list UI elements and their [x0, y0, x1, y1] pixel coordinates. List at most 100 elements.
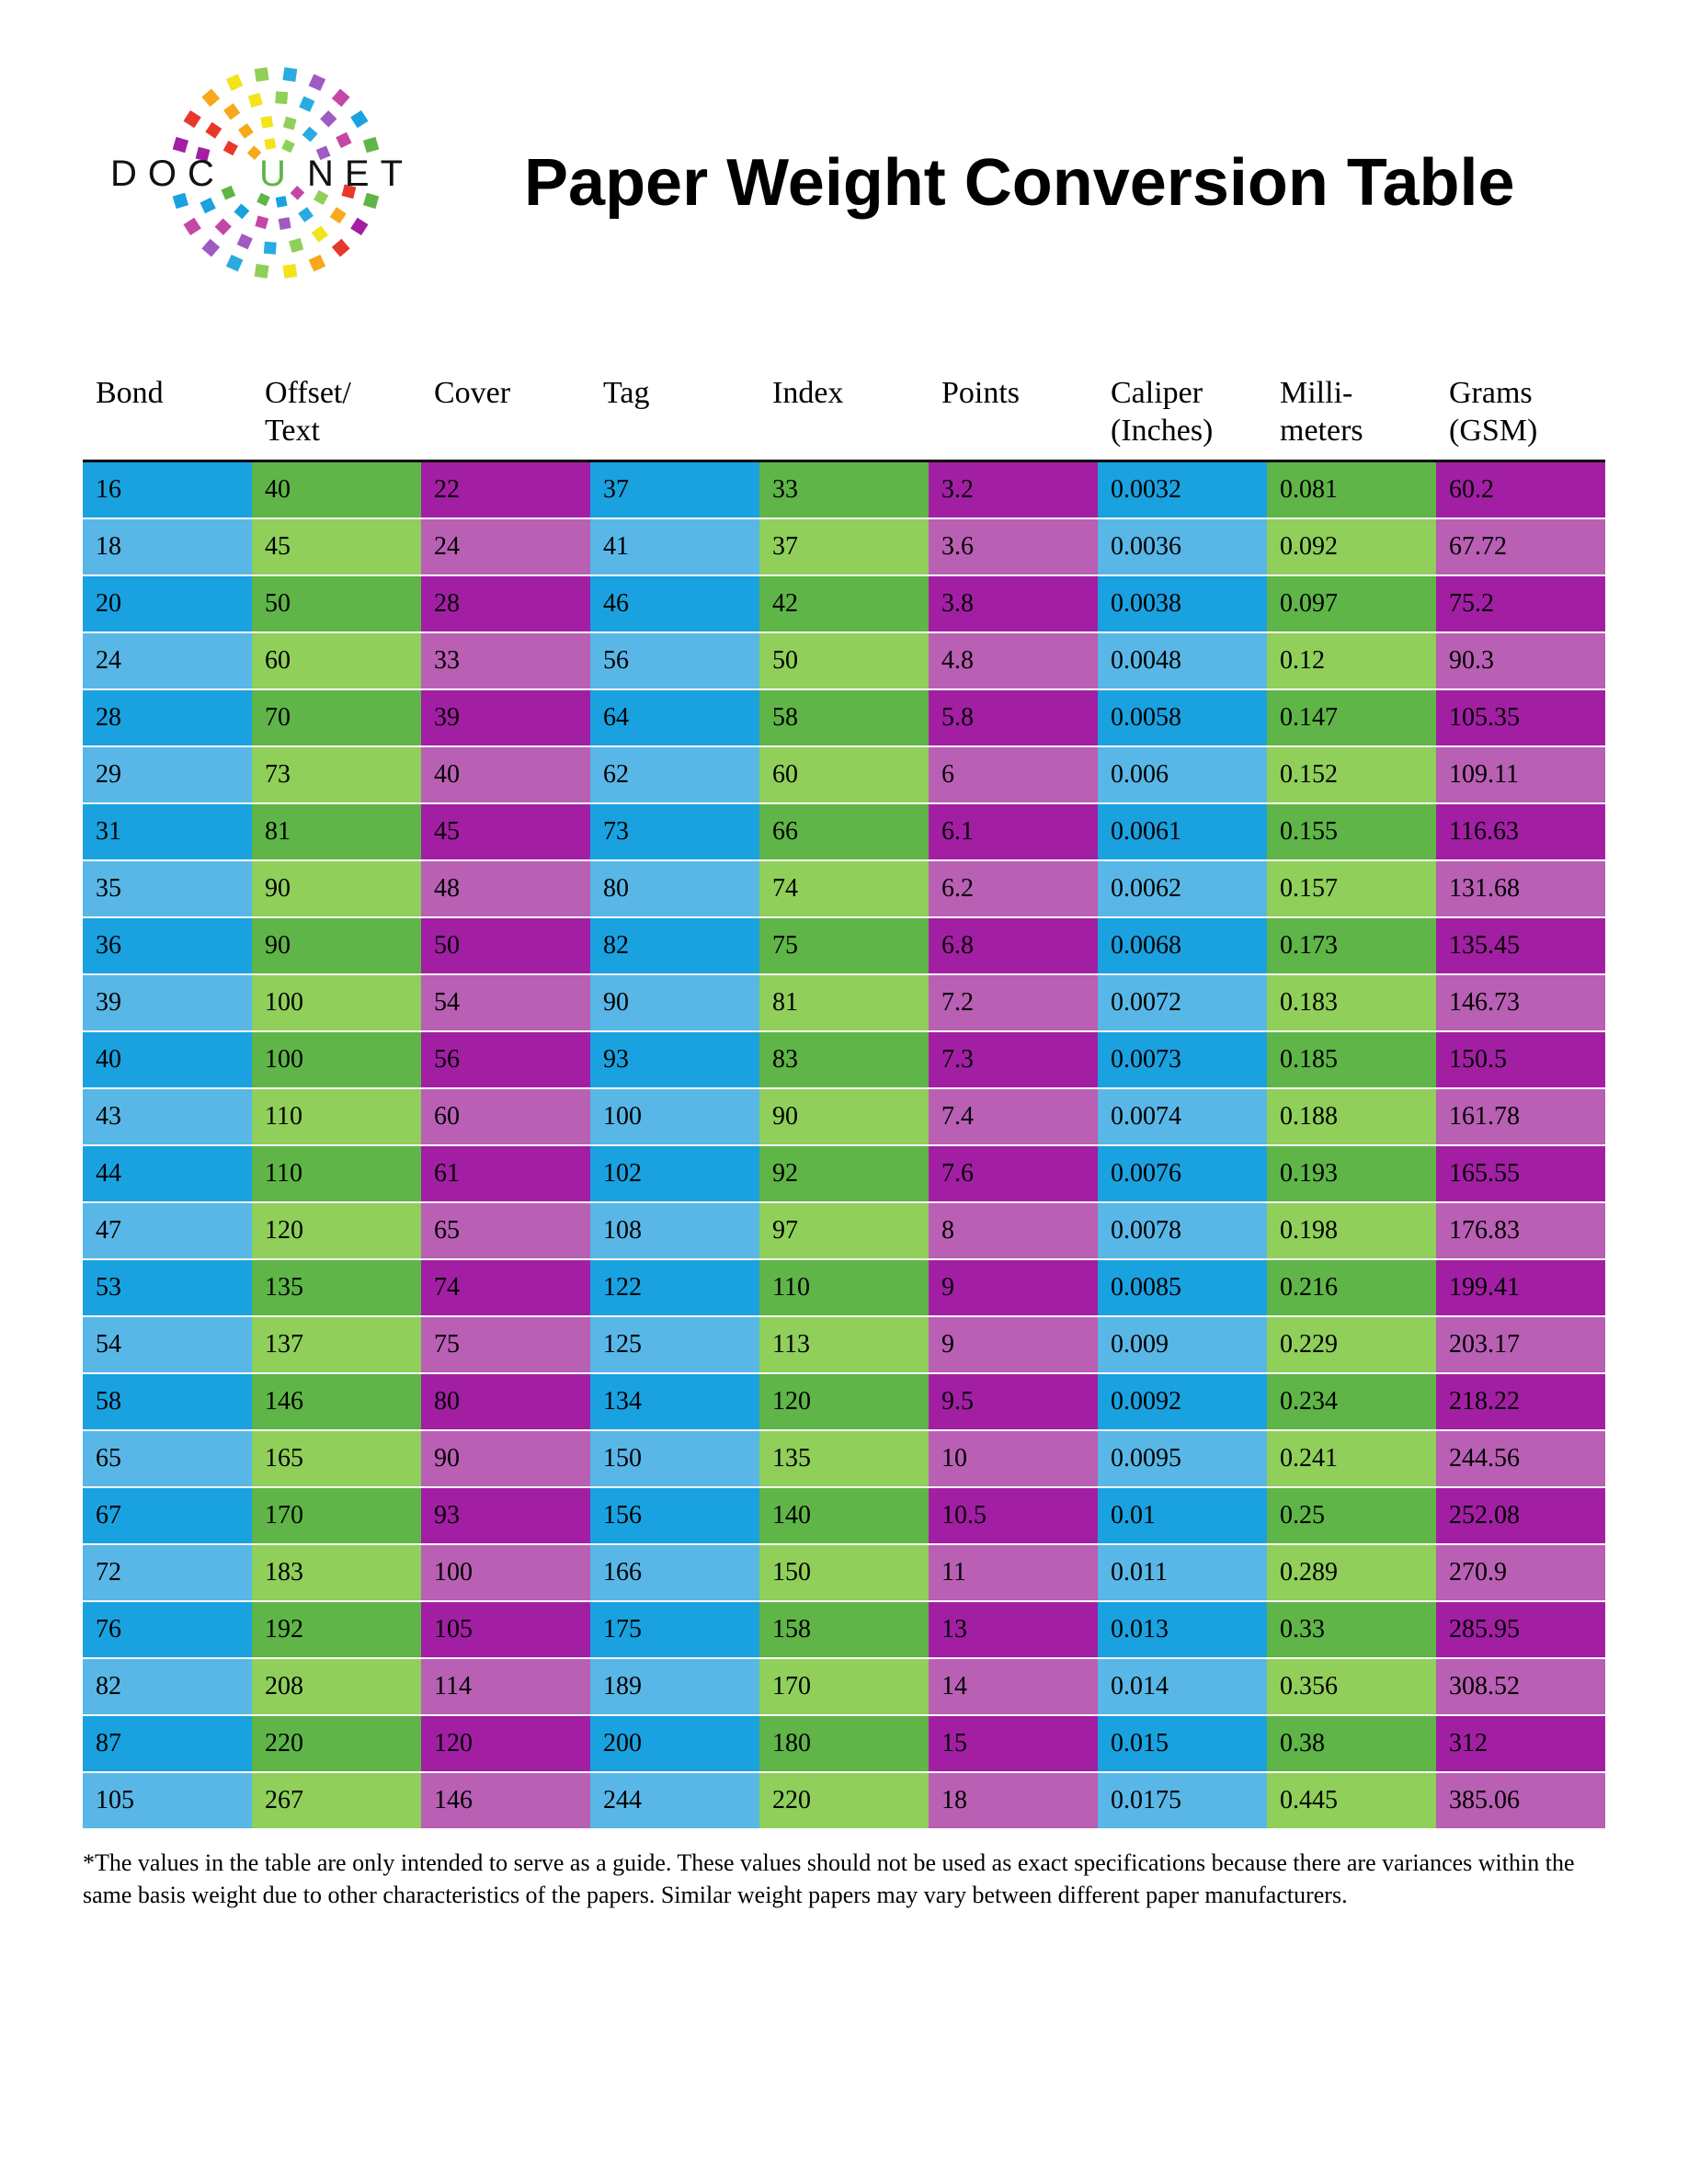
table-cell: 0.0092	[1098, 1373, 1267, 1430]
table-cell: 100	[421, 1544, 590, 1601]
footnote-text: *The values in the table are only intend…	[83, 1847, 1605, 1911]
table-cell: 7.3	[929, 1031, 1098, 1088]
table-cell: 199.41	[1436, 1259, 1605, 1316]
table-cell: 93	[590, 1031, 759, 1088]
table-cell: 0.092	[1267, 518, 1436, 575]
table-cell: 0.0095	[1098, 1430, 1267, 1487]
table-cell: 120	[759, 1373, 929, 1430]
table-cell: 46	[590, 575, 759, 632]
table-cell: 244.56	[1436, 1430, 1605, 1487]
table-cell: 0.0058	[1098, 689, 1267, 746]
table-cell: 40	[421, 746, 590, 803]
table-cell: 146	[421, 1772, 590, 1829]
table-cell: 81	[252, 803, 421, 860]
table-header: BondOffset/TextCoverTagIndexPointsCalipe…	[83, 368, 1605, 461]
table-cell: 20	[83, 575, 252, 632]
table-cell: 24	[83, 632, 252, 689]
table-cell: 385.06	[1436, 1772, 1605, 1829]
table-row: 24603356504.80.00480.1290.3	[83, 632, 1605, 689]
table-cell: 122	[590, 1259, 759, 1316]
table-cell: 166	[590, 1544, 759, 1601]
table-cell: 110	[252, 1088, 421, 1145]
table-cell: 105	[83, 1772, 252, 1829]
table-cell: 0.0068	[1098, 917, 1267, 974]
table-cell: 76	[83, 1601, 252, 1658]
table-cell: 28	[421, 575, 590, 632]
table-cell: 0.157	[1267, 860, 1436, 917]
table-body: 16402237333.20.00320.08160.218452441373.…	[83, 461, 1605, 1829]
svg-text:U: U	[259, 154, 297, 194]
table-cell: 0.234	[1267, 1373, 1436, 1430]
table-cell: 73	[252, 746, 421, 803]
table-cell: 28	[83, 689, 252, 746]
table-cell: 0.216	[1267, 1259, 1436, 1316]
table-cell: 0.0062	[1098, 860, 1267, 917]
table-cell: 125	[590, 1316, 759, 1373]
table-cell: 37	[590, 461, 759, 518]
table-cell: 150.5	[1436, 1031, 1605, 1088]
table-row: 18452441373.60.00360.09267.72	[83, 518, 1605, 575]
table-cell: 0.006	[1098, 746, 1267, 803]
table-cell: 203.17	[1436, 1316, 1605, 1373]
table-cell: 0.0032	[1098, 461, 1267, 518]
table-cell: 165.55	[1436, 1145, 1605, 1202]
table-cell: 58	[83, 1373, 252, 1430]
table-cell: 0.183	[1267, 974, 1436, 1031]
table-cell: 75	[421, 1316, 590, 1373]
table-cell: 58	[759, 689, 929, 746]
svg-text:NET: NET	[307, 154, 414, 194]
table-cell: 90	[421, 1430, 590, 1487]
table-cell: 29	[83, 746, 252, 803]
table-cell: 97	[759, 1202, 929, 1259]
table-cell: 270.9	[1436, 1544, 1605, 1601]
table-cell: 41	[590, 518, 759, 575]
table-cell: 90.3	[1436, 632, 1605, 689]
table-cell: 9	[929, 1316, 1098, 1373]
table-row: 28703964585.80.00580.147105.35	[83, 689, 1605, 746]
table-cell: 6.2	[929, 860, 1098, 917]
table-cell: 0.38	[1267, 1715, 1436, 1772]
table-cell: 110	[759, 1259, 929, 1316]
table-cell: 6.8	[929, 917, 1098, 974]
table-cell: 308.52	[1436, 1658, 1605, 1715]
table-cell: 54	[83, 1316, 252, 1373]
table-row: 35904880746.20.00620.157131.68	[83, 860, 1605, 917]
table-cell: 0.289	[1267, 1544, 1436, 1601]
table-cell: 61	[421, 1145, 590, 1202]
table-cell: 161.78	[1436, 1088, 1605, 1145]
table-cell: 5.8	[929, 689, 1098, 746]
table-cell: 40	[252, 461, 421, 518]
table-cell: 35	[83, 860, 252, 917]
table-cell: 75.2	[1436, 575, 1605, 632]
table-row: 4311060100907.40.00740.188161.78	[83, 1088, 1605, 1145]
table-cell: 3.8	[929, 575, 1098, 632]
table-cell: 0.014	[1098, 1658, 1267, 1715]
table-cell: 7.6	[929, 1145, 1098, 1202]
table-cell: 45	[421, 803, 590, 860]
table-cell: 131.68	[1436, 860, 1605, 917]
table-cell: 0.013	[1098, 1601, 1267, 1658]
table-cell: 175	[590, 1601, 759, 1658]
table-cell: 64	[590, 689, 759, 746]
logo-svg: DOCUNET	[83, 55, 469, 313]
table-cell: 18	[929, 1772, 1098, 1829]
table-cell: 7.2	[929, 974, 1098, 1031]
table-row: 58146801341209.50.00920.234218.22	[83, 1373, 1605, 1430]
table-cell: 39	[83, 974, 252, 1031]
table-cell: 42	[759, 575, 929, 632]
table-cell: 62	[590, 746, 759, 803]
table-cell: 156	[590, 1487, 759, 1544]
table-cell: 22	[421, 461, 590, 518]
table-cell: 10	[929, 1430, 1098, 1487]
table-cell: 0.25	[1267, 1487, 1436, 1544]
table-cell: 0.01	[1098, 1487, 1267, 1544]
table-cell: 93	[421, 1487, 590, 1544]
page-header: DOCUNET Paper Weight Conversion Table	[83, 55, 1605, 313]
table-cell: 135	[759, 1430, 929, 1487]
column-header: Caliper(Inches)	[1098, 368, 1267, 461]
table-cell: 146.73	[1436, 974, 1605, 1031]
table-cell: 13	[929, 1601, 1098, 1658]
column-header: Milli-meters	[1267, 368, 1436, 461]
table-cell: 50	[421, 917, 590, 974]
table-cell: 0.241	[1267, 1430, 1436, 1487]
